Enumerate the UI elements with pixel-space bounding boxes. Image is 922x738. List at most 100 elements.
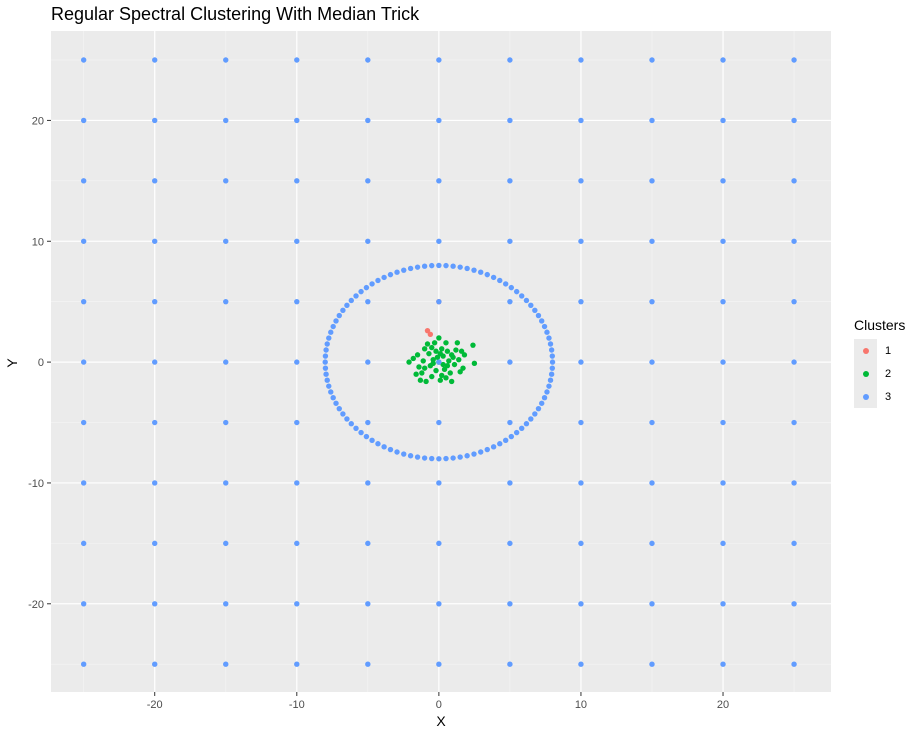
cluster-3-point: [519, 293, 525, 299]
cluster-3-point: [294, 178, 300, 184]
cluster-3-point: [523, 421, 530, 427]
cluster-2-point: [441, 366, 448, 373]
cluster-3-point: [365, 178, 371, 184]
cluster-3-point: [294, 540, 300, 547]
cluster-3-point: [649, 298, 655, 305]
cluster-3-point: [508, 433, 515, 440]
cluster-3-point: [547, 377, 554, 383]
cluster-2-point: [436, 335, 442, 341]
cluster-3-point: [720, 661, 726, 667]
cluster-3-point: [546, 383, 552, 389]
cluster-3-point: [80, 601, 87, 607]
cluster-2-point: [444, 348, 451, 354]
cluster-2-point: [431, 340, 438, 346]
cluster-3-point: [322, 359, 328, 365]
cluster-2-point: [413, 371, 419, 377]
cluster-3-point: [457, 454, 463, 460]
cluster-3-point: [720, 359, 726, 365]
cluster-3-point: [294, 238, 300, 244]
cluster-3-point: [375, 277, 381, 284]
y-tick-label: 0: [38, 357, 44, 369]
cluster-3-point: [369, 281, 375, 287]
cluster-3-point: [436, 57, 442, 63]
cluster-3-point: [365, 540, 371, 547]
cluster-3-point: [649, 480, 655, 486]
cluster-2-point: [417, 377, 424, 383]
cluster-2-point: [443, 375, 449, 381]
legend-dot-icon: [862, 393, 869, 400]
cluster-3-point: [720, 419, 726, 426]
cluster-3-point: [507, 298, 513, 305]
cluster-3-point: [421, 263, 428, 269]
cluster-3-point: [323, 347, 329, 353]
cluster-3-point: [340, 411, 346, 417]
cluster-3-point: [223, 57, 229, 63]
cluster-3-point: [436, 117, 442, 124]
cluster-2-point: [456, 356, 462, 363]
cluster-3-point: [507, 57, 513, 63]
cluster-3-point: [471, 267, 477, 273]
cluster-3-point: [348, 297, 354, 304]
cluster-2-point: [447, 370, 453, 376]
x-tick-label: -20: [147, 699, 163, 711]
cluster-3-point: [344, 416, 350, 422]
cluster-3-point: [544, 329, 550, 335]
cluster-2-point: [443, 340, 449, 346]
cluster-3-point: [513, 429, 520, 436]
cluster-3-point: [546, 335, 552, 341]
cluster-3-point: [436, 178, 442, 184]
cluster-3-point: [507, 419, 513, 426]
cluster-3-point: [484, 446, 490, 453]
cluster-3-point: [326, 383, 332, 389]
cluster-3-point: [340, 307, 346, 314]
legend-key: [854, 385, 877, 408]
cluster-2-point: [410, 355, 416, 362]
x-tick-label: -10: [289, 699, 305, 711]
cluster-3-point: [720, 601, 726, 607]
cluster-3-point: [720, 178, 726, 184]
cluster-3-point: [294, 419, 300, 426]
cluster-3-point: [330, 394, 336, 401]
cluster-2-point: [440, 361, 446, 368]
legend: Clusters 1 2 3: [854, 317, 905, 408]
cluster-2-point: [454, 340, 461, 346]
cluster-3-point: [541, 394, 548, 401]
cluster-3-point: [381, 444, 387, 450]
cluster-3-point: [507, 601, 513, 607]
cluster-1-point: [427, 331, 434, 338]
cluster-3-point: [720, 117, 726, 124]
cluster-3-point: [528, 416, 534, 422]
cluster-3-point: [80, 298, 87, 305]
cluster-2-point: [421, 365, 428, 371]
cluster-3-point: [80, 359, 87, 365]
cluster-3-point: [365, 661, 371, 667]
cluster-3-point: [294, 117, 300, 124]
cluster-3-point: [333, 318, 339, 324]
cluster-3-point: [507, 238, 513, 244]
cluster-2-point: [421, 346, 428, 352]
cluster-3-point: [497, 441, 503, 447]
cluster-3-point: [436, 540, 442, 547]
cluster-3-point: [578, 57, 584, 63]
cluster-3-point: [649, 359, 655, 365]
cluster-3-point: [649, 238, 655, 244]
cluster-2-point: [446, 358, 452, 364]
cluster-3-point: [436, 262, 442, 269]
cluster-3-point: [328, 329, 334, 335]
cluster-3-point: [294, 298, 300, 305]
cluster-3-point: [649, 117, 655, 124]
cluster-3-point: [394, 269, 400, 275]
cluster-3-point: [578, 601, 584, 607]
cluster-3-point: [387, 446, 394, 453]
legend-key: [854, 362, 877, 385]
cluster-3-point: [363, 284, 370, 291]
cluster-3-point: [490, 274, 497, 281]
cluster-3-point: [152, 661, 158, 667]
cluster-3-point: [507, 540, 513, 547]
cluster-3-point: [223, 601, 229, 607]
legend-item-cluster-2: 2: [854, 362, 905, 385]
cluster-3-point: [322, 365, 329, 371]
cluster-3-point: [443, 262, 449, 269]
cluster-3-point: [358, 288, 364, 295]
cluster-2-point: [430, 360, 436, 367]
